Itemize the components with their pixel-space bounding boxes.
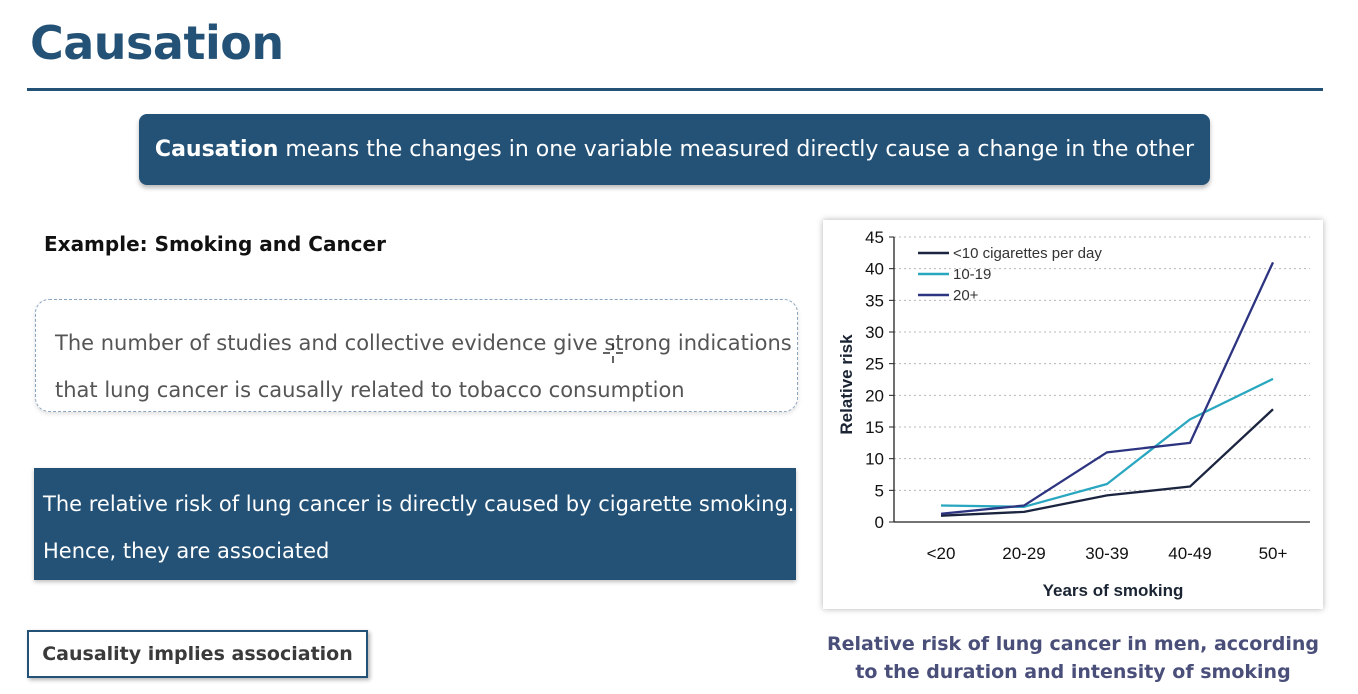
y-tick-label: 25 — [865, 355, 884, 374]
y-tick-label: 30 — [865, 323, 884, 342]
caption-line-1: Relative risk of lung cancer in men, acc… — [827, 633, 1319, 655]
y-tick-label: 0 — [875, 513, 884, 532]
example-heading: Example: Smoking and Cancer — [44, 232, 386, 256]
title-divider — [27, 88, 1323, 91]
legend-label-2: 10-19 — [953, 266, 991, 283]
x-tick-label: 30-39 — [1085, 544, 1128, 563]
y-tick-label: 20 — [865, 386, 884, 405]
evidence-line-1: The number of studies and collective evi… — [55, 331, 792, 355]
x-tick-label: 40-49 — [1168, 544, 1211, 563]
y-tick-label: 15 — [865, 418, 884, 437]
caption-line-2: to the duration and intensity of smoking — [855, 661, 1291, 683]
series-line-2 — [940, 377, 1274, 508]
conclusion-line-2: Hence, they are associated — [43, 539, 330, 563]
conclusion-box: The relative risk of lung cancer is dire… — [34, 468, 796, 580]
causality-implies-association-box: Causality implies association — [27, 630, 368, 678]
y-tick-label: 5 — [875, 481, 884, 500]
chart-series — [940, 261, 1275, 517]
slide-title: Causation — [30, 16, 284, 70]
series-line-3 — [940, 261, 1275, 515]
y-tick-label: 45 — [865, 228, 884, 247]
x-axis-title: Years of smoking — [1043, 581, 1184, 600]
series-line-1 — [940, 408, 1274, 517]
legend-label-1: <10 cigarettes per day — [953, 245, 1102, 262]
definition-banner: Causation means the changes in one varia… — [139, 114, 1210, 185]
conclusion-line-1: The relative risk of lung cancer is dire… — [43, 492, 795, 516]
definition-text: means the changes in one variable measur… — [278, 137, 1195, 162]
y-tick-label: 10 — [865, 450, 884, 469]
evidence-line-2: that lung cancer is causally related to … — [55, 378, 685, 402]
legend-label-3: 20+ — [953, 287, 979, 304]
chart-legend: <10 cigarettes per day 10-19 20+ — [918, 245, 1102, 304]
x-tick-label: <20 — [927, 544, 956, 563]
y-tick-label: 35 — [865, 291, 884, 310]
y-axis-title: Relative risk — [837, 334, 856, 435]
evidence-box: The number of studies and collective evi… — [35, 299, 798, 412]
definition-term: Causation — [154, 137, 279, 162]
x-tick-label: 50+ — [1259, 544, 1288, 563]
chart-caption: Relative risk of lung cancer in men, acc… — [823, 630, 1323, 686]
relative-risk-chart: 0 5 10 15 20 25 30 35 40 45 <20 20-29 30-39 40-49 50+… — [823, 220, 1323, 609]
x-tick-label: 20-29 — [1002, 544, 1045, 563]
y-axis-ticks: 0 5 10 15 20 25 30 35 40 45 — [865, 228, 894, 532]
x-axis-ticks: <20 20-29 30-39 40-49 50+ — [927, 544, 1288, 563]
crosshair-cursor-icon — [603, 343, 623, 363]
chart-svg: 0 5 10 15 20 25 30 35 40 45 <20 20-29 30-39 40-49 50+… — [837, 228, 1310, 600]
y-tick-label: 40 — [865, 260, 884, 279]
